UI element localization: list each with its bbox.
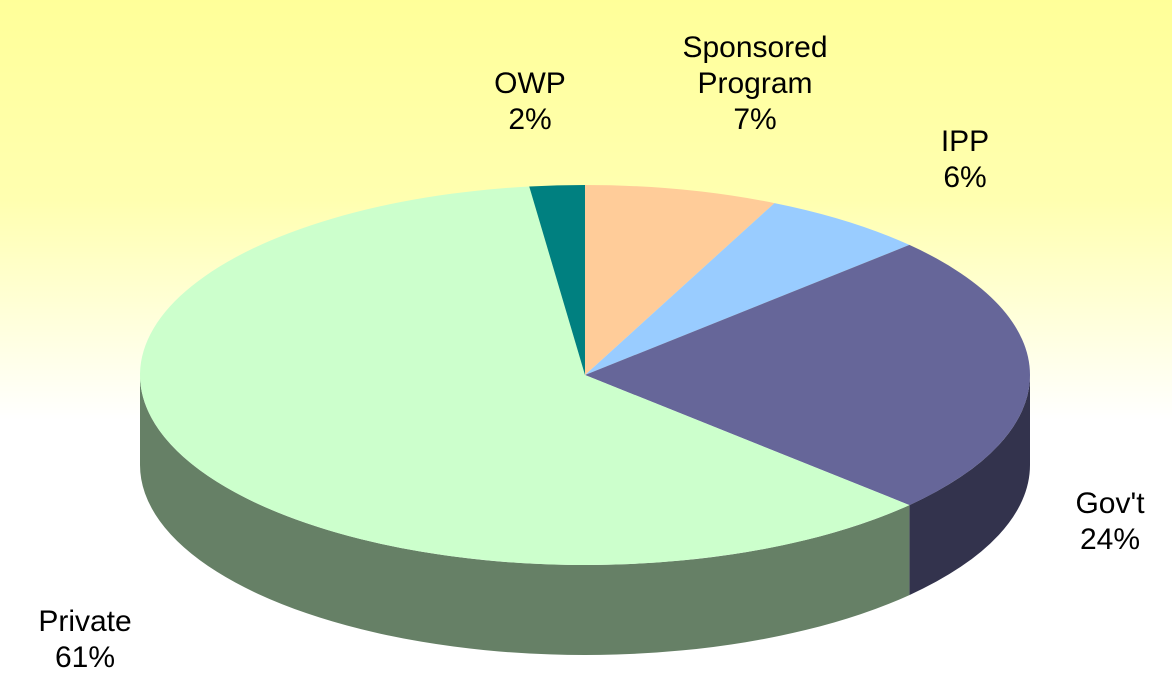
slice	[585, 185, 775, 375]
slice	[140, 186, 910, 565]
slice-side	[140, 375, 910, 656]
category-label: Private	[38, 605, 132, 638]
category-label: IPP	[940, 125, 990, 158]
slice-label: Sponsored Program 7%	[635, 30, 875, 138]
category-label: Sponsored Program	[682, 31, 828, 100]
slice	[585, 244, 1030, 506]
value-label: 7%	[733, 103, 777, 136]
value-label: 24%	[1079, 523, 1141, 556]
value-label: 61%	[54, 641, 116, 674]
value-label: 2%	[508, 103, 552, 136]
slice-side	[909, 375, 1030, 596]
category-label: OWP	[494, 67, 566, 100]
slice	[585, 203, 910, 375]
slice	[529, 185, 585, 375]
category-label: Gov't	[1075, 487, 1145, 520]
slice-label: Gov't 24%	[990, 486, 1172, 558]
slice-label: IPP 6%	[845, 124, 1085, 196]
slice-label: OWP 2%	[410, 66, 650, 138]
value-label: 6%	[943, 161, 987, 194]
slice-label: Private 61%	[0, 604, 205, 676]
